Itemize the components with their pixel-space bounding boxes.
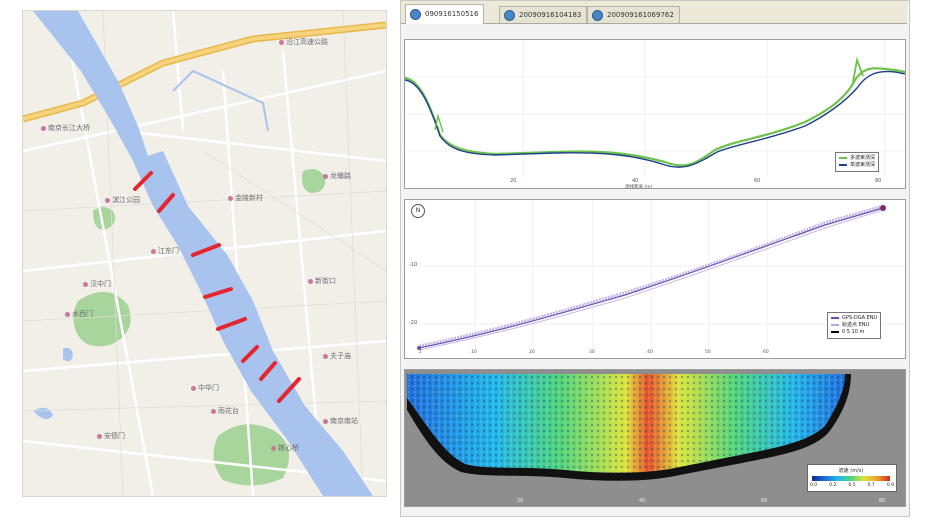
poi-marker-icon [191, 385, 196, 391]
profile-x-label: 测线距离 (m) [625, 185, 653, 190]
track-legend: GPS-DGA ENU 轨迹点 ENU 0 5 10 m [827, 312, 882, 339]
track-y-tick: -20 [409, 320, 418, 326]
depth-profile-plot[interactable]: 多波束测深 单波束测深 20 40 60 80 测线距离 (m) [404, 39, 906, 190]
map-poi-label[interactable]: 江东门 [151, 246, 179, 256]
poi-marker-icon [228, 195, 233, 201]
map-poi-label[interactable]: 安德门 [97, 431, 125, 441]
track-x-tick: 20 [529, 350, 535, 355]
map-poi-label[interactable]: 夫子庙 [323, 351, 351, 361]
map-poi-label[interactable]: 雨花台 [211, 406, 239, 416]
velocity-x-tick: 80 [879, 498, 886, 504]
poi-marker-icon [323, 173, 328, 179]
track-y-tick: -10 [409, 262, 418, 268]
velocity-section-plot[interactable]: 流速 (m/s) 0.0 0.2 0.5 0.7 0.9 20 40 60 80 [404, 369, 906, 507]
poi-marker-icon [323, 418, 328, 424]
poi-marker-icon [97, 433, 102, 439]
velocity-x-tick: 20 [517, 498, 524, 504]
poi-marker-icon [41, 125, 46, 131]
map-poi-label[interactable]: 新街口 [308, 276, 336, 286]
track-plot[interactable]: N -10 -20 2 10 20 30 40 50 60 GPS-DGA EN… [404, 199, 906, 359]
poi-marker-icon [65, 311, 70, 317]
map-poi-label[interactable]: 中华门 [191, 383, 219, 393]
north-arrow-icon: N [411, 204, 425, 218]
map-panel[interactable]: 沿江高速公路南京长江大桥滨江公园 金陵新村江东门汉中门水西门 新街口夫子庙中华门雨花… [22, 10, 387, 497]
map-poi-label[interactable]: 水西门 [65, 309, 93, 319]
tab-3[interactable]: 200909161069762 [587, 6, 680, 23]
poi-marker-icon [308, 278, 313, 284]
profile-x-tick: 40 [632, 178, 639, 184]
map-poi-label[interactable]: 汉中门 [83, 279, 111, 289]
poi-marker-icon [151, 248, 156, 254]
poi-marker-icon [83, 281, 88, 287]
survey-app-window[interactable]: 090916150516 20090916104183 200909161069… [400, 0, 910, 517]
velocity-x-tick: 40 [639, 498, 646, 504]
velocity-x-tick: 60 [761, 498, 768, 504]
poi-marker-icon [279, 39, 284, 45]
tab-1[interactable]: 090916150516 [405, 4, 485, 24]
map-poi-label[interactable]: 南京长江大桥 [41, 123, 90, 133]
map-poi-label[interactable]: 金陵新村 [228, 193, 263, 203]
profile-legend: 多波束测深 单波束测深 [835, 152, 880, 172]
survey-file-icon [592, 9, 603, 21]
map-poi-label[interactable]: 沿江高速公路 [279, 37, 328, 47]
poi-marker-icon [105, 197, 110, 203]
poi-marker-icon [323, 353, 328, 359]
poi-marker-icon [211, 408, 216, 414]
profile-x-tick: 20 [510, 178, 517, 184]
track-x-tick: 2 [419, 350, 422, 355]
poi-marker-icon [271, 445, 276, 451]
map-poi-label[interactable]: 铁心桥 [271, 443, 299, 453]
track-x-tick: 50 [705, 350, 711, 355]
survey-file-icon [410, 8, 421, 20]
track-x-tick: 10 [471, 350, 477, 355]
map-poi-label[interactable]: 南京南站 [323, 416, 358, 426]
map-poi-label[interactable]: 龙蟠路 [323, 171, 351, 181]
track-x-tick: 60 [763, 350, 769, 355]
profile-x-tick: 80 [875, 178, 882, 184]
track-x-tick: 30 [589, 350, 595, 355]
track-x-tick: 40 [647, 350, 653, 355]
profile-x-tick: 60 [754, 178, 761, 184]
survey-file-icon [504, 9, 515, 21]
map-poi-label[interactable]: 滨江公园 [105, 195, 140, 205]
velocity-heatmap [405, 374, 905, 506]
map-canvas[interactable] [23, 11, 386, 496]
tab-bar: 090916150516 20090916104183 200909161069… [401, 1, 907, 24]
velocity-colorbar: 流速 (m/s) 0.0 0.2 0.5 0.7 0.9 [807, 464, 897, 492]
tab-2[interactable]: 20090916104183 [499, 6, 588, 23]
